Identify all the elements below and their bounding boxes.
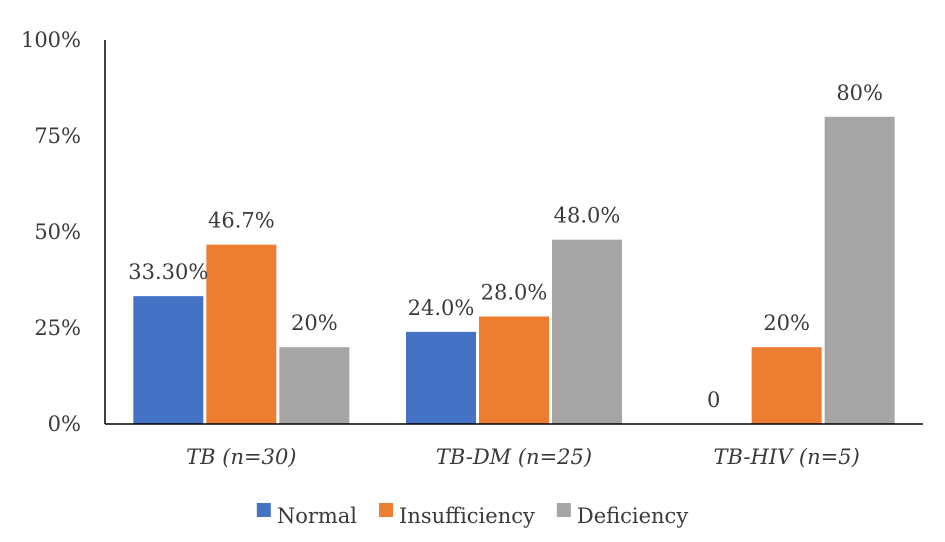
x-tick-label: TB (n=30) [186,445,296,469]
legend-swatch [379,503,394,517]
data-label: 80% [836,81,883,105]
data-label: 28.0% [481,280,548,304]
legend-swatch [556,503,571,517]
y-axis: 0% 25% 50% 75% 100% [21,28,106,436]
bars-group [133,116,895,425]
data-label: 48.0% [554,204,621,228]
x-tick-label: TB-HIV (n=5) [714,445,860,469]
bar-insufficiency-2 [479,316,549,424]
data-label: 24.0% [408,296,475,320]
bar-normal-1 [133,296,204,424]
y-tick-label: 100% [21,28,81,52]
x-tick-label: TB-DM (n=25) [436,445,592,469]
data-label: 46.7% [208,209,275,233]
legend-swatch [256,503,271,517]
bar-insufficiency-1 [206,244,277,424]
bar-deficiency-1 [279,347,350,424]
x-axis: TB (n=30) TB-DM (n=25) TB-HIV (n=5) [105,423,923,469]
legend-label: Deficiency [577,504,688,528]
data-label: 20% [291,311,338,335]
data-label: 20% [763,311,810,335]
legend-item-deficiency: Deficiency [556,503,688,528]
legend: Normal Insufficiency Deficiency [256,503,688,528]
y-tick-label: 0% [48,412,81,436]
bar-insufficiency-3 [751,347,822,424]
legend-item-normal: Normal [256,503,357,528]
bar-normal-2 [406,331,476,424]
legend-item-insufficiency: Insufficiency [379,503,535,528]
y-tick-label: 75% [34,124,81,148]
data-labels-group: 33.30% 46.7% 20% 24.0%28.0% 48.0% 0 20% 80% [128,81,883,412]
legend-label: Normal [277,504,357,528]
data-label: 0 [707,388,720,412]
legend-label: Insufficiency [399,504,535,528]
y-tick-label: 25% [34,316,81,340]
data-label: 33.30% [128,260,208,284]
bar-deficiency-2 [552,239,622,424]
y-tick-label: 50% [34,220,81,244]
bar-deficiency-3 [824,116,895,425]
